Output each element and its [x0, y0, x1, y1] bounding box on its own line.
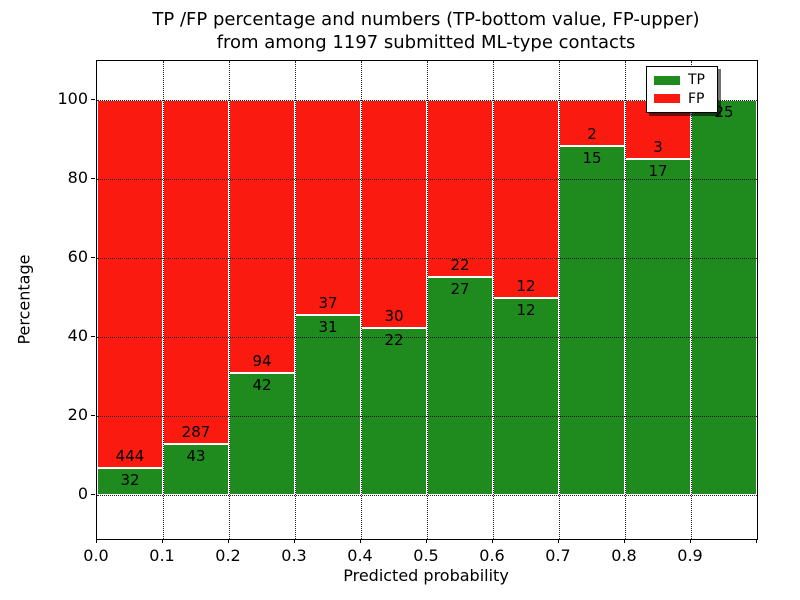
- x-tick-mark: [558, 539, 559, 543]
- fp-bar-segment: [163, 100, 229, 444]
- horizontal-gridline: [97, 179, 757, 180]
- tp-count-label: 22: [384, 330, 404, 349]
- fp-count-label: 94: [252, 352, 272, 370]
- tp-count-label: 17: [648, 162, 668, 181]
- y-tick-label: 100: [57, 89, 88, 108]
- horizontal-gridline: [97, 416, 757, 417]
- horizontal-gridline: [97, 337, 757, 338]
- x-tick-label: 0.7: [545, 546, 571, 565]
- tp-count-label: 12: [516, 300, 536, 319]
- tp-legend-swatch: [654, 75, 680, 85]
- x-tick-label: 0.6: [479, 546, 505, 565]
- y-tick-label: 60: [67, 247, 88, 266]
- y-tick-label: 40: [67, 326, 88, 345]
- x-tick-mark: [492, 539, 493, 543]
- x-tick-mark: [360, 539, 361, 543]
- y-tick-mark: [91, 415, 95, 416]
- fp-count-label: 2: [587, 125, 597, 144]
- plot-area: 444 32 287 43 94 42 37 31 30 22 22 27 12 12 2 15 3 17 25: [96, 60, 758, 540]
- fp-bar-segment: [493, 100, 559, 298]
- fp-bar-segment: [229, 100, 295, 373]
- fp-bar-segment: [427, 100, 493, 278]
- x-tick-label: 0.1: [149, 546, 175, 565]
- fp-count-label: 30: [384, 306, 404, 325]
- bar-labels-layer: 444 32 287 43 94 42 37 31 30 22 22 27 12 12 2 15 3 17 25: [97, 61, 757, 539]
- x-tick-mark: [426, 539, 427, 543]
- fp-count-label: 287: [181, 422, 211, 441]
- vertical-gridline: [295, 61, 296, 539]
- x-tick-mark: [228, 539, 229, 543]
- vertical-gridline: [691, 61, 692, 539]
- fp-count-label: 37: [318, 293, 338, 312]
- legend: TP FP: [646, 66, 718, 113]
- x-tick-label: 0.3: [281, 546, 307, 565]
- fp-bar-segment: [295, 100, 361, 315]
- x-tick-mark: [756, 539, 757, 543]
- vertical-gridline: [559, 61, 560, 539]
- fp-count-label: 3: [653, 138, 663, 157]
- fp-bar-segment: [97, 100, 163, 469]
- chart-title-line2: from among 1197 submitted ML-type contac…: [216, 32, 636, 53]
- tp-bar-segment: [427, 277, 493, 495]
- grid-layer: [97, 61, 757, 539]
- tp-bar-segment: [97, 468, 163, 495]
- tp-count-label: 25: [714, 103, 734, 121]
- tp-count-label: 43: [186, 446, 206, 465]
- x-axis-label: Predicted probability: [343, 566, 509, 585]
- tp-count-label: 42: [252, 376, 272, 394]
- fp-count-label: 22: [450, 256, 470, 275]
- y-tick-mark: [91, 494, 95, 495]
- y-tick-label: 20: [67, 405, 88, 424]
- legend-item: FP: [647, 92, 717, 106]
- vertical-gridline: [493, 61, 494, 539]
- tp-count-label: 27: [450, 280, 470, 299]
- vertical-gridline: [361, 61, 362, 539]
- fp-legend-swatch: [654, 94, 680, 104]
- x-tick-mark: [624, 539, 625, 543]
- x-tick-mark: [96, 539, 97, 543]
- x-tick-label: 0.9: [677, 546, 703, 565]
- y-axis-label: Percentage: [14, 254, 34, 345]
- x-tick-label: 0.8: [611, 546, 637, 565]
- x-tick-label: 0.4: [347, 546, 373, 565]
- y-tick-mark: [91, 336, 95, 337]
- x-tick-mark: [162, 539, 163, 543]
- fp-count-label: 444: [115, 447, 145, 466]
- fp-count-label: 12: [516, 276, 536, 295]
- legend-item-label: FP: [688, 90, 705, 107]
- legend-item-label: TP: [688, 72, 705, 89]
- vertical-gridline: [163, 61, 164, 539]
- tp-count-label: 15: [582, 149, 602, 168]
- x-tick-mark: [690, 539, 691, 543]
- tp-bar-segment: [691, 100, 757, 495]
- bars-layer: [97, 61, 757, 539]
- vertical-gridline: [427, 61, 428, 539]
- x-tick-label: 0.5: [413, 546, 439, 565]
- tp-bar-segment: [625, 159, 691, 495]
- y-tick-label: 0: [77, 484, 88, 503]
- tp-count-label: 31: [318, 317, 338, 336]
- vertical-gridline: [625, 61, 626, 539]
- legend-item: TP: [647, 73, 717, 87]
- horizontal-gridline: [97, 100, 757, 101]
- fp-bar-segment: [361, 100, 427, 328]
- y-tick-mark: [91, 178, 95, 179]
- chart-title-line1: TP /FP percentage and numbers (TP-bottom…: [152, 9, 700, 30]
- x-tick-label: 0.0: [83, 546, 109, 565]
- horizontal-gridline: [97, 258, 757, 259]
- x-tick-label: 0.2: [215, 546, 241, 565]
- vertical-gridline: [229, 61, 230, 539]
- chart-title: TP /FP percentage and numbers (TP-bottom…: [96, 8, 756, 54]
- x-tick-mark: [294, 539, 295, 543]
- y-tick-mark: [91, 257, 95, 258]
- y-tick-mark: [91, 99, 95, 100]
- tp-count-label: 32: [120, 471, 140, 490]
- horizontal-gridline: [97, 495, 757, 496]
- y-tick-label: 80: [67, 168, 88, 187]
